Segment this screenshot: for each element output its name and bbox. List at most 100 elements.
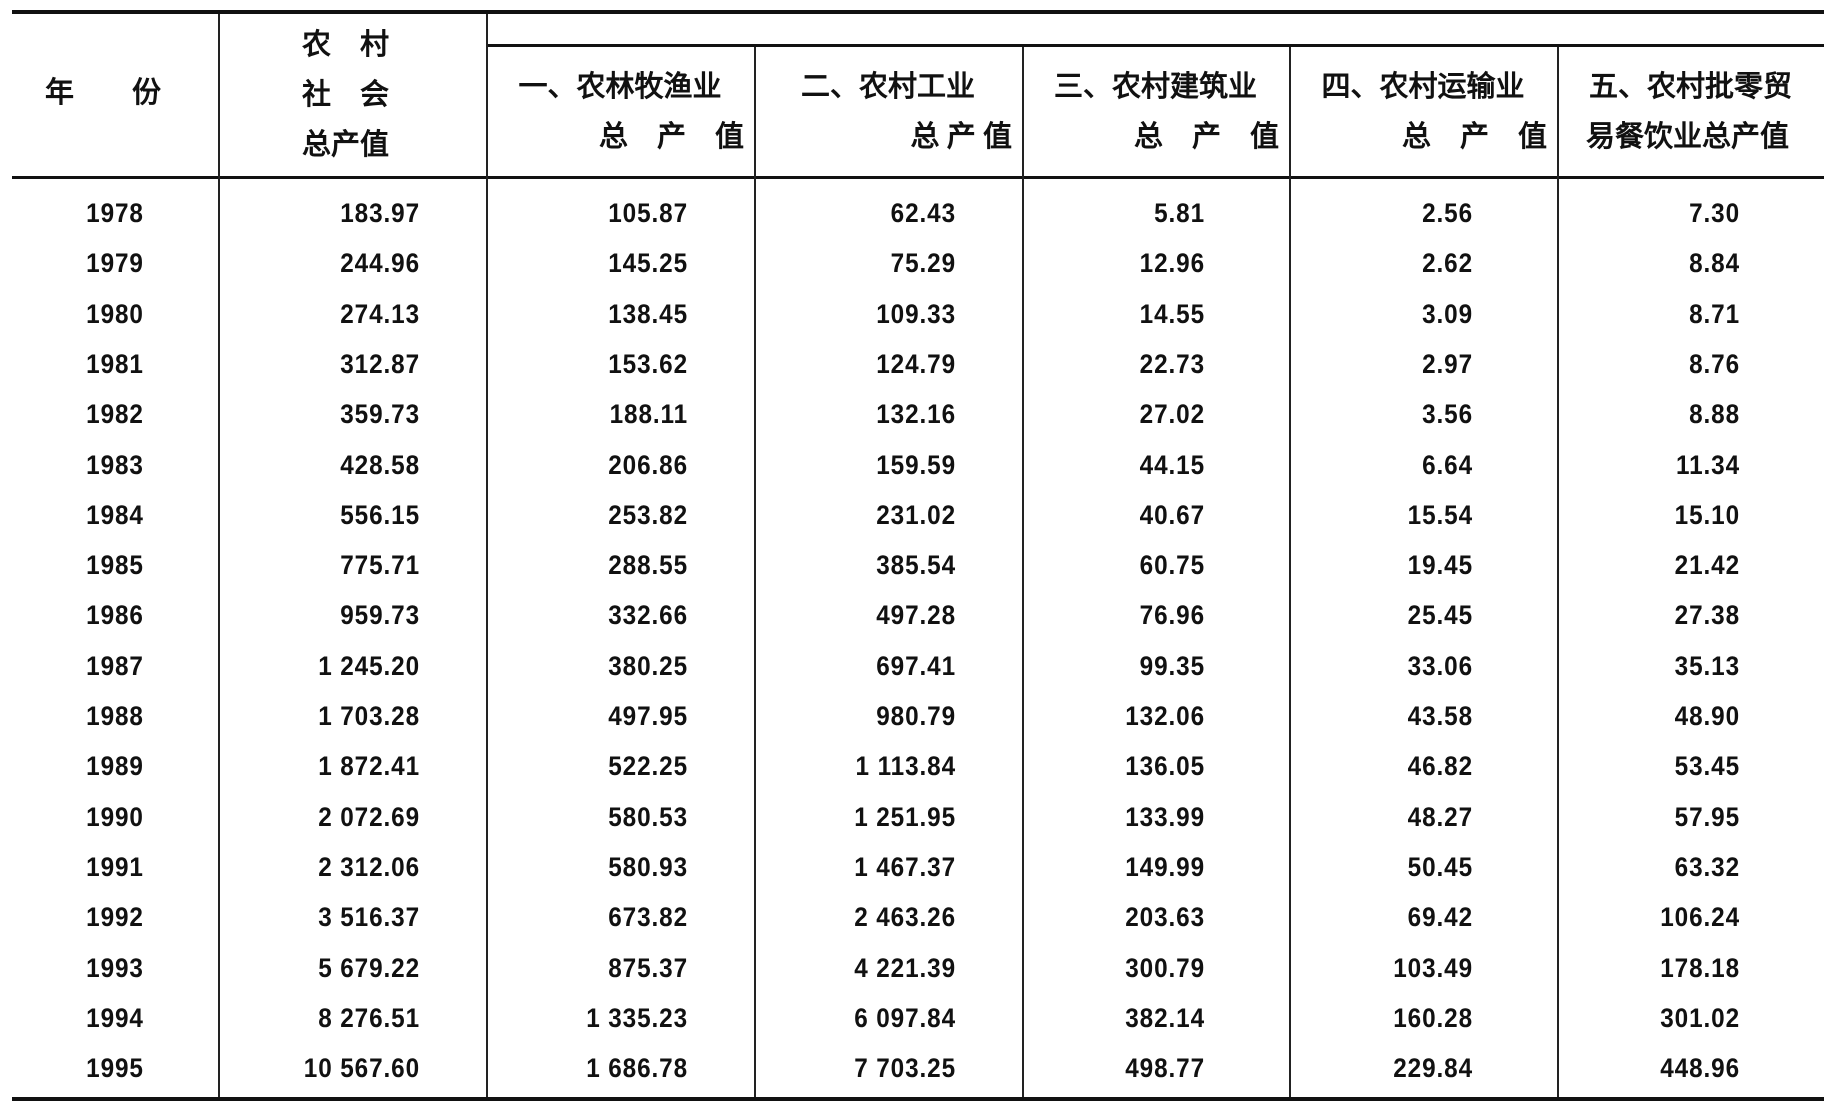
row-year: 1987 xyxy=(86,650,144,681)
table-cell: 105.87 xyxy=(608,198,688,228)
table-cell: 14.55 xyxy=(1139,298,1205,329)
table-cell: 132.06 xyxy=(1125,701,1205,731)
table-cell: 15.10 xyxy=(1674,499,1740,530)
table-cell: 27.38 xyxy=(1674,600,1740,631)
table-cell: 136.05 xyxy=(1125,751,1205,782)
table-cell: 3.56 xyxy=(1422,399,1473,430)
table-cell: 875.37 xyxy=(608,952,688,983)
table-cell: 498.77 xyxy=(1125,1053,1205,1084)
table-cell: 8.84 xyxy=(1689,248,1740,279)
top-rule xyxy=(12,10,1824,14)
table-cell: 8.71 xyxy=(1689,298,1740,329)
table-cell: 35.13 xyxy=(1674,650,1740,681)
column-divider xyxy=(1557,47,1559,1097)
table-cell: 53.45 xyxy=(1674,751,1740,782)
table-cell: 7.30 xyxy=(1689,198,1740,228)
header-bottom-rule xyxy=(12,176,1824,179)
table-cell: 188.11 xyxy=(609,399,688,430)
table-cell: 46.82 xyxy=(1407,751,1473,782)
header-col-4-line2: 总 产 值 xyxy=(1401,121,1547,153)
table-cell: 48.90 xyxy=(1674,701,1740,731)
table-cell: 2 312.06 xyxy=(318,851,420,882)
table-cell: 301.02 xyxy=(1660,1002,1740,1033)
row-year: 1984 xyxy=(86,499,144,530)
table-cell: 15.54 xyxy=(1407,499,1473,530)
header-total-line1: 农 村 xyxy=(302,29,390,61)
table-cell: 3.09 xyxy=(1422,298,1473,329)
table-cell: 1 251.95 xyxy=(854,801,956,832)
table-cell: 33.06 xyxy=(1407,650,1473,681)
table-cell: 183.97 xyxy=(340,198,420,228)
table-cell: 103.49 xyxy=(1393,952,1473,983)
row-year: 1978 xyxy=(86,198,144,228)
header-col-3-line1: 三、农村建筑业 xyxy=(1053,71,1257,103)
column-divider xyxy=(486,14,488,1097)
table-cell: 288.55 xyxy=(608,550,688,581)
table-cell: 556.15 xyxy=(340,499,420,530)
table-cell: 448.96 xyxy=(1660,1053,1740,1084)
table-cell: 1 113.84 xyxy=(855,751,956,782)
table-cell: 775.71 xyxy=(340,550,420,581)
table-cell: 206.86 xyxy=(608,449,688,480)
table-cell: 497.95 xyxy=(608,701,688,731)
row-year: 1981 xyxy=(86,348,144,379)
table-cell: 5 679.22 xyxy=(318,952,420,983)
table-cell: 160.28 xyxy=(1393,1002,1473,1033)
table-cell: 1 467.37 xyxy=(854,851,956,882)
table-cell: 178.18 xyxy=(1660,952,1740,983)
header-col-4-line1: 四、农村运输业 xyxy=(1321,71,1525,103)
column-divider xyxy=(1289,47,1291,1097)
table-cell: 428.58 xyxy=(340,449,420,480)
row-year: 1985 xyxy=(86,550,144,581)
table-cell: 40.67 xyxy=(1139,499,1205,530)
table-cell: 1 245.20 xyxy=(318,650,420,681)
table-cell: 3 516.37 xyxy=(318,902,420,933)
table-cell: 274.13 xyxy=(340,298,420,329)
table-cell: 57.95 xyxy=(1674,801,1740,832)
table-cell: 22.73 xyxy=(1139,348,1205,379)
table-cell: 159.59 xyxy=(876,449,956,480)
row-year: 1991 xyxy=(86,851,144,882)
table-cell: 124.79 xyxy=(876,348,956,379)
table-cell: 332.66 xyxy=(608,600,688,631)
table-cell: 63.32 xyxy=(1674,851,1740,882)
row-year: 1983 xyxy=(86,449,144,480)
table-cell: 21.42 xyxy=(1674,550,1740,581)
table-cell: 497.28 xyxy=(876,600,956,631)
table-cell: 27.02 xyxy=(1139,399,1205,430)
table-cell: 580.93 xyxy=(608,851,688,882)
column-divider xyxy=(218,14,220,1097)
header-col-1-line2: 总 产 值 xyxy=(598,121,744,153)
table-cell: 48.27 xyxy=(1407,801,1473,832)
table-cell: 109.33 xyxy=(876,298,956,329)
table-cell: 2.56 xyxy=(1422,198,1473,228)
table-cell: 8.76 xyxy=(1689,348,1740,379)
table-cell: 6 097.84 xyxy=(854,1002,956,1033)
table-cell: 2 463.26 xyxy=(854,902,956,933)
header-col-2-line1: 二、农村工业 xyxy=(800,71,975,103)
table-cell: 76.96 xyxy=(1139,600,1205,631)
table-cell: 11.34 xyxy=(1676,449,1740,480)
table-cell: 5.81 xyxy=(1154,198,1205,228)
table-cell: 44.15 xyxy=(1139,449,1205,480)
table-cell: 75.29 xyxy=(890,248,956,279)
table-cell: 6.64 xyxy=(1422,449,1473,480)
table-cell: 43.58 xyxy=(1407,701,1473,731)
row-year: 1980 xyxy=(86,298,144,329)
row-year: 1992 xyxy=(86,902,144,933)
table-cell: 62.43 xyxy=(890,198,956,228)
table-cell: 2 072.69 xyxy=(318,801,420,832)
table-cell: 522.25 xyxy=(608,751,688,782)
row-year: 1994 xyxy=(86,1002,144,1033)
table-cell: 359.73 xyxy=(340,399,420,430)
header-total-line3: 总产值 xyxy=(302,129,390,161)
row-year: 1988 xyxy=(86,701,144,731)
table-cell: 7 703.25 xyxy=(854,1053,956,1084)
table-cell: 145.25 xyxy=(608,248,688,279)
table-cell: 19.45 xyxy=(1407,550,1473,581)
table-cell: 153.62 xyxy=(608,348,688,379)
table-cell: 133.99 xyxy=(1125,801,1205,832)
header-total-line2: 社 会 xyxy=(302,79,390,111)
header-col-1-line1: 一、农林牧渔业 xyxy=(518,71,722,103)
table-cell: 149.99 xyxy=(1125,851,1205,882)
